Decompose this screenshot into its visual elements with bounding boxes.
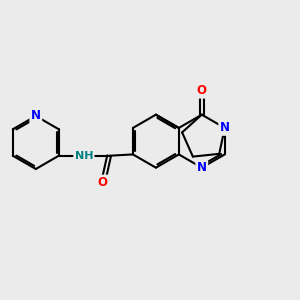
Text: NH: NH <box>75 151 93 161</box>
Text: N: N <box>197 161 207 174</box>
Text: O: O <box>97 176 107 189</box>
Text: N: N <box>31 110 41 122</box>
Text: O: O <box>197 84 207 97</box>
Text: N: N <box>220 122 230 134</box>
